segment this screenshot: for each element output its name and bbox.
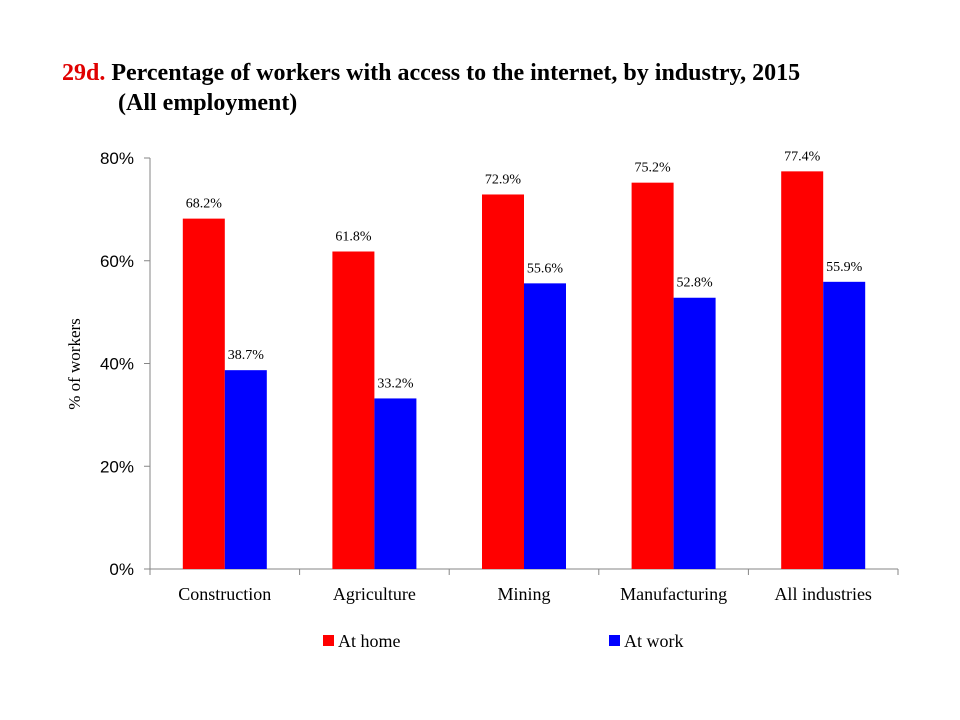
chart-axes: 0% 20% 40% 60% 80% % of workers Construction Ag… [65, 149, 899, 604]
y-tick-label: 40% [100, 355, 134, 374]
bar-at-work [374, 398, 417, 569]
bar-at-home [332, 251, 375, 569]
x-category-label: Construction [178, 584, 271, 604]
chart-number: 29d. [62, 60, 106, 86]
data-label: 68.2% [186, 197, 223, 212]
chart-title-line2: (All employment) [118, 90, 298, 116]
y-axis-title: % of workers [65, 318, 84, 410]
data-label: 33.2% [377, 376, 414, 391]
chart-title: 29d. Percentage of workers with access t… [62, 58, 942, 118]
bar-at-home [631, 182, 674, 569]
data-label: 52.8% [677, 276, 714, 291]
bar-at-work [823, 281, 866, 569]
data-label: 55.6% [527, 261, 564, 276]
x-category-label: Mining [497, 584, 550, 604]
chart-bars [182, 171, 866, 570]
data-label: 72.9% [485, 172, 522, 187]
y-tick-label: 80% [100, 149, 134, 168]
y-tick-label: 60% [100, 252, 134, 271]
data-label: 75.2% [635, 161, 672, 176]
bar-at-work [224, 370, 267, 569]
bar-at-work [524, 283, 566, 569]
y-tick-label: 0% [109, 560, 134, 579]
bar-at-home [182, 218, 225, 569]
legend-label: At home [338, 631, 401, 651]
bar-at-home [781, 171, 824, 570]
legend-label: At work [624, 631, 684, 651]
y-tick-label: 20% [100, 457, 134, 476]
legend-swatch [609, 635, 620, 646]
bar-at-home [482, 194, 524, 569]
x-category-label: Agriculture [333, 584, 416, 604]
data-label: 55.9% [826, 260, 863, 275]
x-category-label: Manufacturing [620, 584, 727, 604]
data-label: 77.4% [784, 149, 821, 164]
chart-legend: At home At work [323, 631, 684, 651]
bar-at-work [673, 297, 716, 569]
x-category-label: All industries [774, 584, 872, 604]
legend-swatch [323, 635, 334, 646]
data-label: 38.7% [228, 348, 265, 363]
chart-title-line1: Percentage of workers with access to the… [111, 60, 801, 86]
data-label: 61.8% [335, 230, 372, 245]
chart-data-labels: 68.2% 38.7% 61.8% 33.2% 72.9% 55.6% 75.2% 52.8%… [186, 149, 863, 391]
